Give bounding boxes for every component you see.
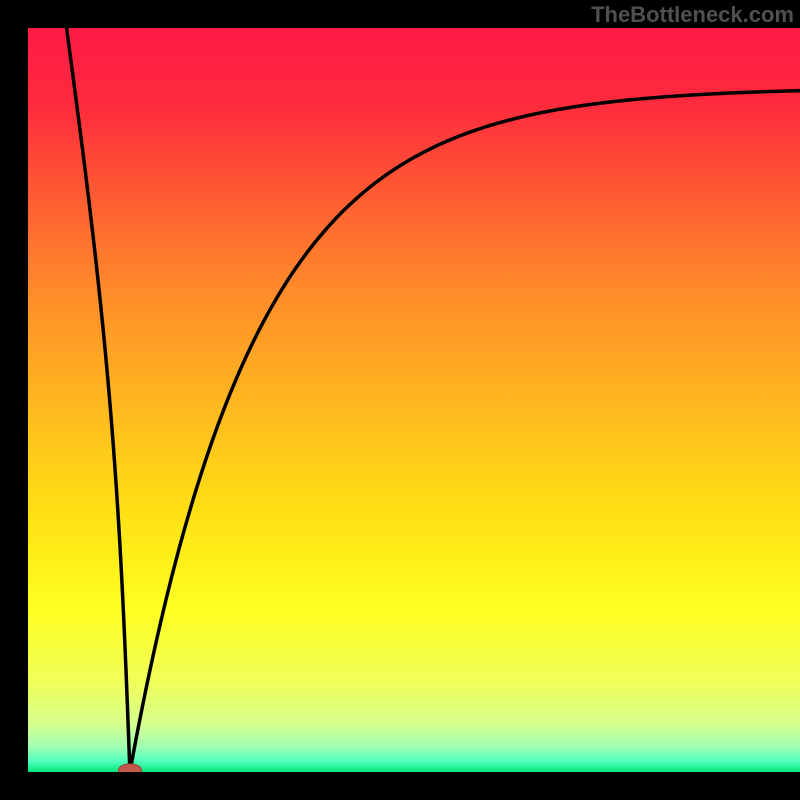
dip-marker	[118, 764, 141, 772]
curve-layer	[28, 28, 800, 772]
chart-container: TheBottleneck.com	[0, 0, 800, 800]
curve-right-branch	[130, 91, 800, 772]
plot-area	[28, 28, 800, 772]
curve-left-branch	[67, 28, 130, 772]
watermark-text: TheBottleneck.com	[591, 2, 794, 28]
